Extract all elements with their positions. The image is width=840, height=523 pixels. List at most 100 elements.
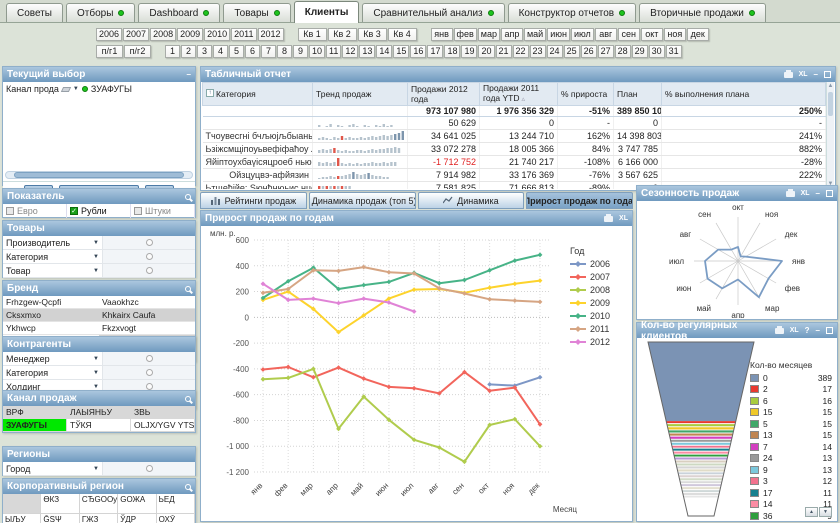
- print-icon[interactable]: [775, 328, 784, 334]
- halfyear-filter-button[interactable]: п/г1: [96, 45, 123, 58]
- month-filter-button[interactable]: ноя: [664, 28, 686, 41]
- export-excel-icon[interactable]: XL: [619, 215, 628, 223]
- day-filter-button[interactable]: 17: [427, 45, 443, 58]
- checkbox-icon[interactable]: [6, 207, 14, 215]
- corp-region-cell[interactable]: ḠSΨ: [41, 514, 79, 523]
- day-filter-button[interactable]: 7: [261, 45, 276, 58]
- scroll-up-icon[interactable]: ▲: [805, 507, 818, 517]
- day-filter-button[interactable]: 29: [632, 45, 648, 58]
- year-filter-button[interactable]: 2012: [258, 28, 284, 41]
- day-filter-button[interactable]: 21: [496, 45, 512, 58]
- brand-cell[interactable]: Frhzgew-Qcpfi: [3, 296, 99, 308]
- day-filter-button[interactable]: 30: [649, 45, 665, 58]
- month-filter-button[interactable]: фев: [454, 28, 477, 41]
- corp-region-cell[interactable]: ЬЕД: [157, 494, 195, 514]
- product-option-cell[interactable]: [103, 264, 195, 277]
- indicator-option-штуки[interactable]: Штуки: [131, 204, 195, 218]
- chevron-down-icon[interactable]: ▼: [93, 384, 99, 390]
- day-filter-button[interactable]: 20: [478, 45, 494, 58]
- indicator-option-рубли[interactable]: ✓Рубли: [67, 204, 131, 218]
- chevron-down-icon[interactable]: ▼: [93, 254, 99, 260]
- radio-icon[interactable]: [146, 355, 153, 362]
- funnel-legend-item[interactable]: 616: [750, 395, 832, 407]
- day-filter-button[interactable]: 3: [197, 45, 212, 58]
- counterparty-field-label[interactable]: Менеджер▼: [3, 352, 103, 365]
- minimize-icon[interactable]: –: [816, 327, 820, 335]
- day-filter-button[interactable]: 12: [342, 45, 358, 58]
- funnel-legend-item[interactable]: 515: [750, 418, 832, 430]
- month-filter-button[interactable]: дек: [687, 28, 709, 41]
- checkbox-icon[interactable]: [134, 207, 142, 215]
- day-filter-button[interactable]: 8: [277, 45, 292, 58]
- maximize-icon[interactable]: [826, 327, 833, 334]
- radio-icon[interactable]: [146, 267, 153, 274]
- month-filter-button[interactable]: янв: [431, 28, 453, 41]
- product-option-cell[interactable]: [103, 236, 195, 249]
- chevron-down-icon[interactable]: ▼: [93, 268, 99, 274]
- radio-icon[interactable]: [146, 383, 153, 390]
- category-cell[interactable]: [203, 117, 313, 130]
- funnel-legend-item[interactable]: 217: [750, 384, 832, 396]
- quarter-filter-button[interactable]: Кв 3: [358, 28, 387, 41]
- channel-cell[interactable]: ЗВЬ: [131, 406, 195, 419]
- day-filter-button[interactable]: 19: [461, 45, 477, 58]
- column-header[interactable]: ↑Категория: [203, 83, 313, 106]
- tab-отборы[interactable]: Отборы: [66, 3, 135, 22]
- day-filter-button[interactable]: 13: [359, 45, 375, 58]
- minimize-icon[interactable]: –: [816, 190, 820, 198]
- column-header[interactable]: План: [614, 83, 662, 106]
- tab-конструктор-отчетов[interactable]: Конструктор отчетов: [508, 3, 637, 22]
- funnel-legend-item[interactable]: 1515: [750, 407, 832, 419]
- category-cell[interactable]: Ойзцуцвэ-афйязин: [203, 169, 313, 182]
- radio-icon[interactable]: [146, 253, 153, 260]
- year-filter-button[interactable]: 2009: [177, 28, 203, 41]
- brand-cell[interactable]: Ykhwcp: [3, 322, 99, 334]
- region-field-label[interactable]: Город▼: [3, 462, 103, 475]
- month-filter-button[interactable]: сен: [618, 28, 640, 41]
- day-filter-button[interactable]: 23: [530, 45, 546, 58]
- corp-region-cell[interactable]: ОХӮ: [157, 514, 195, 523]
- horizontal-scrollbar[interactable]: [5, 171, 193, 179]
- tab-вторичные-продажи[interactable]: Вторичные продажи: [639, 3, 766, 22]
- search-icon[interactable]: [185, 286, 191, 292]
- month-filter-button[interactable]: мар: [478, 28, 500, 41]
- day-filter-button[interactable]: 2: [181, 45, 196, 58]
- search-icon[interactable]: [185, 484, 191, 490]
- corp-region-cell[interactable]: СЂGОOу: [80, 494, 118, 514]
- print-icon[interactable]: [604, 216, 613, 222]
- tab-товары[interactable]: Товары: [223, 3, 290, 22]
- day-filter-button[interactable]: 16: [410, 45, 426, 58]
- tab-сравнительный-анализ[interactable]: Сравнительный анализ: [362, 3, 504, 22]
- channel-cell[interactable]: ТЎКЯ: [67, 419, 131, 432]
- corp-region-cell[interactable]: ЫЉУ: [3, 514, 41, 523]
- chevron-down-icon[interactable]: ▼: [73, 86, 79, 92]
- search-icon[interactable]: [185, 396, 191, 402]
- day-filter-button[interactable]: 31: [666, 45, 682, 58]
- funnel-legend-item[interactable]: 1711: [750, 487, 832, 499]
- corp-region-cell[interactable]: ЎДР: [118, 514, 156, 523]
- day-filter-button[interactable]: 24: [547, 45, 563, 58]
- product-field-label[interactable]: Товар▼: [3, 264, 103, 277]
- chart-tab-прирост-продаж-по-годам[interactable]: Прирост продаж по годам: [526, 192, 633, 209]
- channel-cell[interactable]: ЛАЫЯНЬУ: [67, 406, 131, 419]
- day-filter-button[interactable]: 27: [598, 45, 614, 58]
- maximize-icon[interactable]: [824, 71, 831, 78]
- sort-asc-icon[interactable]: ↑: [206, 89, 214, 97]
- corp-region-cell[interactable]: ӨКЗ: [41, 494, 79, 514]
- minimize-icon[interactable]: –: [187, 71, 191, 79]
- maximize-icon[interactable]: [826, 190, 833, 197]
- day-filter-button[interactable]: 26: [581, 45, 597, 58]
- day-filter-button[interactable]: 5: [229, 45, 244, 58]
- day-filter-button[interactable]: 9: [293, 45, 308, 58]
- day-filter-button[interactable]: 1: [165, 45, 180, 58]
- scroll-up-icon[interactable]: ▲: [827, 82, 834, 91]
- export-excel-icon[interactable]: XL: [799, 71, 808, 79]
- scroll-thumb[interactable]: [14, 172, 184, 178]
- chevron-down-icon[interactable]: ▼: [93, 370, 99, 376]
- print-icon[interactable]: [784, 72, 793, 78]
- quarter-filter-button[interactable]: Кв 4: [388, 28, 417, 41]
- category-cell[interactable]: Тчоувесгні бчљюјљбыаньч: [203, 130, 313, 143]
- month-filter-button[interactable]: май: [524, 28, 546, 41]
- category-cell[interactable]: Ьтщећійе: Ѕюнћнюьис нцој...: [203, 182, 313, 190]
- channel-cell[interactable]: OLJX/YGV YTSP: [131, 419, 195, 432]
